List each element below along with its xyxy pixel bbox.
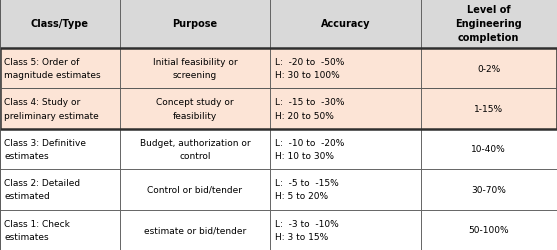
Text: Purpose: Purpose — [172, 20, 218, 29]
Bar — [421, 129, 557, 170]
Bar — [120, 210, 270, 250]
Bar — [0, 170, 120, 210]
Bar — [120, 129, 270, 170]
Bar — [421, 89, 557, 129]
Text: Class 2: Detailed
estimated: Class 2: Detailed estimated — [4, 178, 81, 201]
Bar — [0, 49, 120, 89]
Text: Initial feasibility or
screening: Initial feasibility or screening — [153, 58, 237, 80]
Bar — [421, 49, 557, 89]
Bar — [421, 210, 557, 250]
Text: estimate or bid/tender: estimate or bid/tender — [144, 226, 246, 234]
Text: 30-70%: 30-70% — [471, 185, 506, 194]
Bar — [120, 170, 270, 210]
Bar — [0, 210, 120, 250]
Text: L:  -20 to  -50%
H: 30 to 100%: L: -20 to -50% H: 30 to 100% — [275, 58, 344, 80]
Bar — [270, 210, 421, 250]
Text: Concept study or
feasibility: Concept study or feasibility — [156, 98, 234, 120]
Text: 10-40%: 10-40% — [471, 145, 506, 154]
Bar — [0, 89, 120, 129]
Text: 0-2%: 0-2% — [477, 64, 500, 73]
Bar — [120, 49, 270, 89]
Bar — [421, 170, 557, 210]
Bar — [270, 89, 421, 129]
Text: 50-100%: 50-100% — [468, 226, 509, 234]
Text: Class 4: Study or
preliminary estimate: Class 4: Study or preliminary estimate — [4, 98, 99, 120]
Text: L:  -3 to  -10%
H: 3 to 15%: L: -3 to -10% H: 3 to 15% — [275, 219, 338, 241]
Text: Class 3: Definitive
estimates: Class 3: Definitive estimates — [4, 138, 86, 160]
Bar — [270, 49, 421, 89]
Bar — [0, 49, 557, 129]
Text: Accuracy: Accuracy — [321, 20, 370, 29]
Bar — [421, 0, 557, 49]
Bar — [270, 170, 421, 210]
Text: L:  -5 to  -15%
H: 5 to 20%: L: -5 to -15% H: 5 to 20% — [275, 178, 338, 201]
Text: L:  -10 to  -20%
H: 10 to 30%: L: -10 to -20% H: 10 to 30% — [275, 138, 344, 160]
Bar — [120, 89, 270, 129]
Bar — [0, 129, 120, 170]
Text: Budget, authorization or
control: Budget, authorization or control — [140, 138, 250, 160]
Text: Control or bid/tender: Control or bid/tender — [148, 185, 242, 194]
Bar — [120, 0, 270, 49]
Text: L:  -15 to  -30%
H: 20 to 50%: L: -15 to -30% H: 20 to 50% — [275, 98, 344, 120]
Bar — [270, 0, 421, 49]
Bar — [0, 0, 120, 49]
Bar — [270, 129, 421, 170]
Text: 1-15%: 1-15% — [474, 105, 504, 114]
Text: Class/Type: Class/Type — [31, 20, 89, 29]
Text: Level of
Engineering
completion: Level of Engineering completion — [456, 6, 522, 43]
Text: Class 5: Order of
magnitude estimates: Class 5: Order of magnitude estimates — [4, 58, 101, 80]
Text: Class 1: Check
estimates: Class 1: Check estimates — [4, 219, 70, 241]
